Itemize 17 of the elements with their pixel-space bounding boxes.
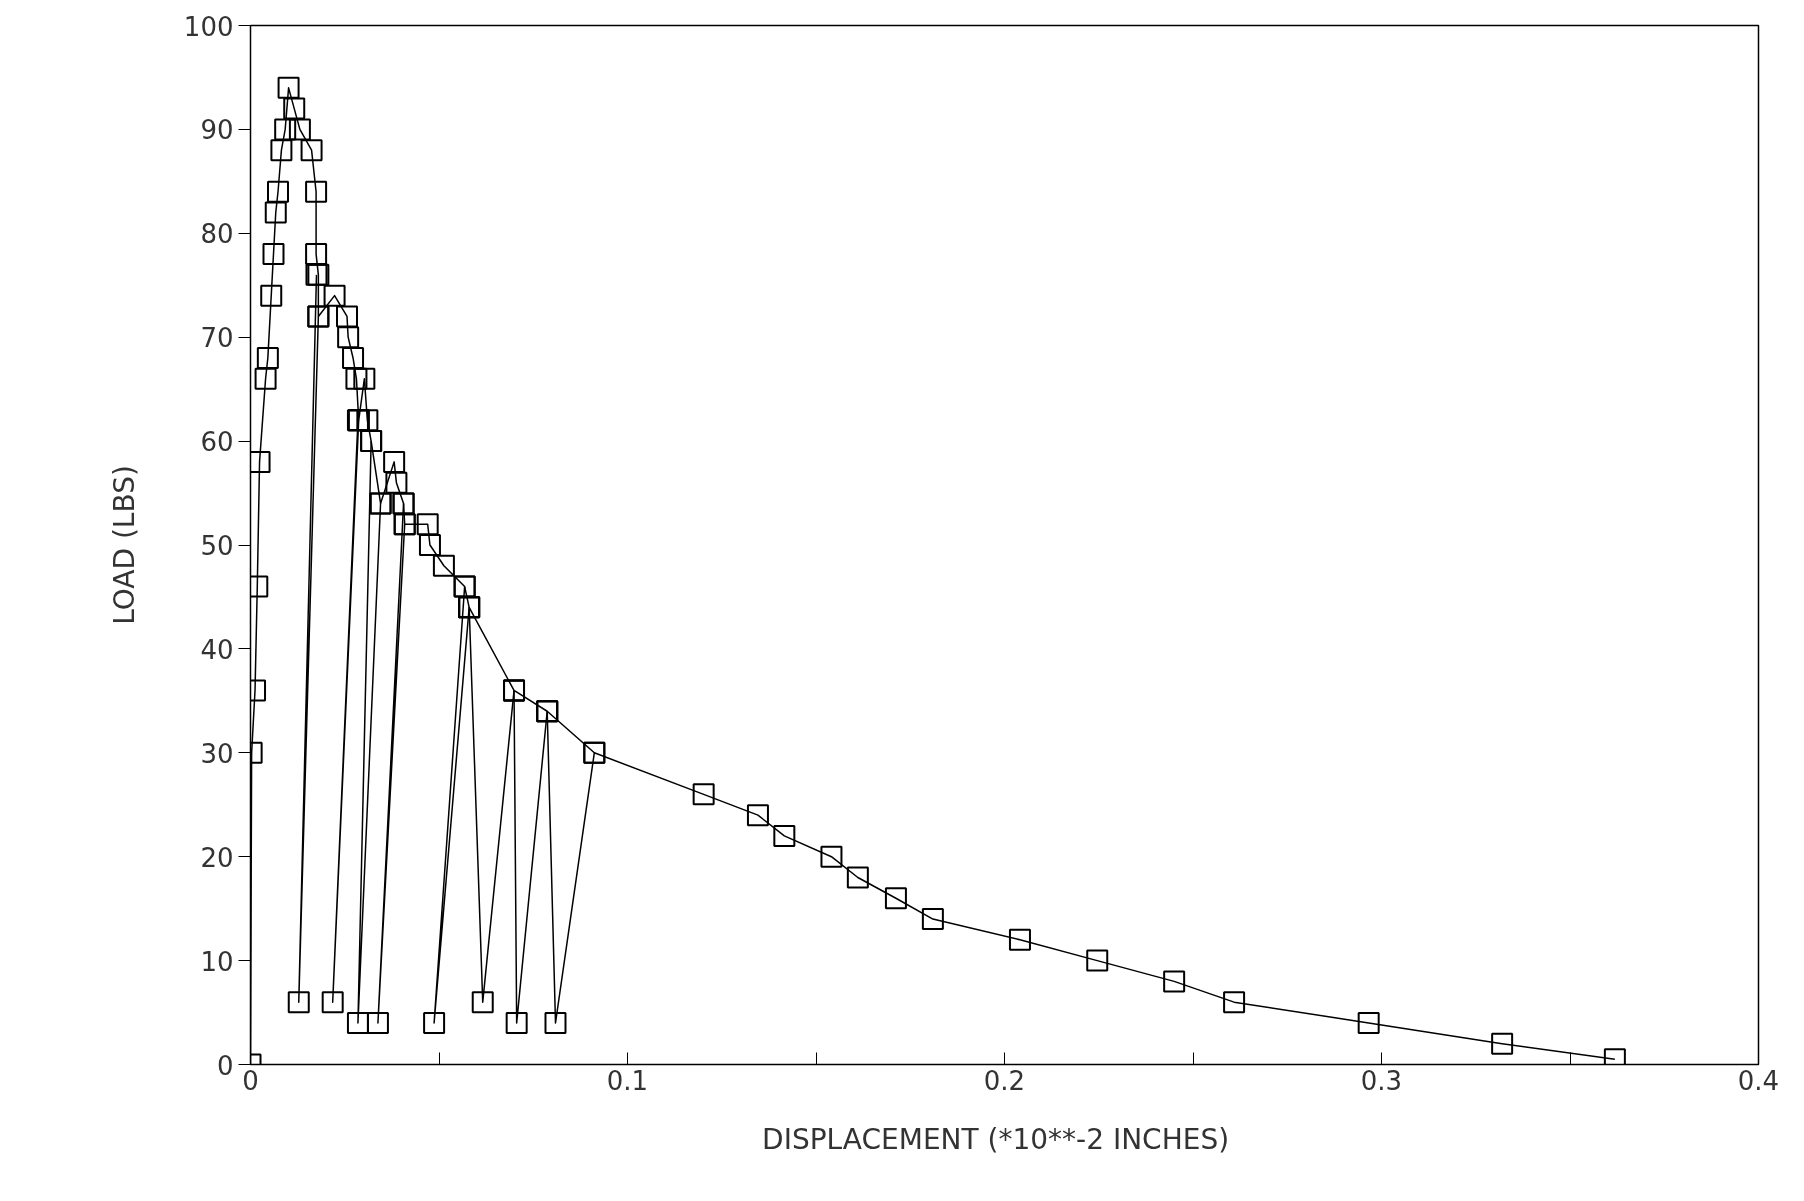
x-axis-title: DISPLACEMENT (*10**-2 INCHES) [762,1122,1230,1156]
y-axis-title: LOAD (LBS) [107,465,141,625]
y-tick-label: 30 [200,738,234,769]
y-tick-label: 40 [200,634,234,665]
y-tick-label: 80 [200,219,234,250]
x-tick-label: 0.2 [983,1065,1026,1096]
y-tick-label: 70 [200,323,234,354]
y-tick-label: 20 [200,842,234,873]
y-tick-label: 100 [183,11,234,42]
x-tick-label: 0.1 [606,1065,649,1096]
y-tick-label: 50 [200,531,234,561]
y-tick-label: 60 [200,427,234,458]
x-tick-label: 0.4 [1737,1065,1780,1096]
y-tick-label: 10 [200,946,234,977]
x-tick-label: 0.3 [1360,1065,1403,1096]
x-tick-label: 0 [242,1065,259,1096]
y-tick-label: 90 [200,115,234,146]
